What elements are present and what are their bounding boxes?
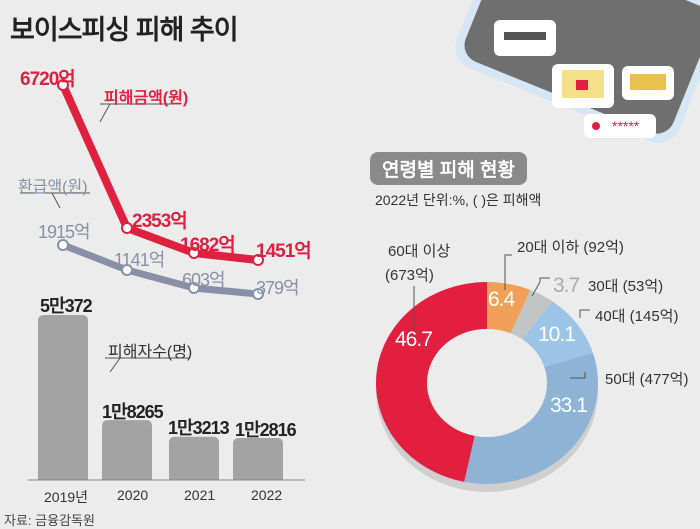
- bar-label-2022: 1만2816: [235, 420, 297, 440]
- money-stack-icon: [622, 66, 674, 100]
- donut-slice: [376, 282, 487, 482]
- donut-subtitle: 2022년 단위:%, ( )은 피해액: [375, 192, 542, 208]
- legend-damage: 피해금액(원): [104, 90, 189, 107]
- refund-label-2022: 379억: [256, 278, 300, 298]
- slice-pct-60s: 46.7: [395, 328, 433, 351]
- slice-label-50s: 50대 (477억): [605, 371, 689, 388]
- damage-line-point: [57, 79, 69, 91]
- slice-label-20s: 20대 이하 (92억): [517, 239, 624, 256]
- damage-label-2021: 1682억: [180, 235, 236, 256]
- leader-line: [579, 309, 590, 318]
- slice-label-60s-amount: (673억): [385, 267, 434, 284]
- legend-victims: 피해자수(명): [108, 344, 193, 361]
- refund-line: [61, 241, 259, 298]
- damage-line-point: [188, 247, 200, 259]
- leader-line: [570, 372, 586, 379]
- refund-line-point: [121, 264, 133, 276]
- x-tick-2021: 2021: [184, 487, 216, 503]
- refund-line-point: [252, 288, 264, 300]
- password-key-icon: *****: [584, 114, 656, 138]
- donut-title: 연령별 피해 현황: [370, 152, 527, 185]
- bar: [38, 315, 88, 480]
- x-tick-2020: 2020: [117, 487, 149, 503]
- bar: [169, 436, 219, 480]
- credit-card-icon: [494, 20, 556, 56]
- slice-pct-30s: 3.7: [553, 274, 580, 297]
- donut-slice: [464, 352, 598, 484]
- damage-line: [59, 83, 259, 264]
- donut-slice: [487, 282, 531, 334]
- svg-text:*****: *****: [612, 118, 640, 134]
- bar-label-2020: 1만8265: [102, 402, 164, 422]
- slice-label-30s: 30대 (53억): [588, 278, 664, 295]
- x-tick-2019: 2019년: [44, 489, 89, 505]
- refund-label-2019: 1915억: [38, 222, 91, 242]
- refund-label-2020: 1141억: [114, 250, 165, 270]
- damage-label-2019: 6720억: [20, 69, 76, 90]
- slice-label-60s: 60대 이상: [388, 243, 451, 260]
- page-title: 보이스피싱 피해 추이: [10, 15, 239, 45]
- donut-slice: [522, 301, 593, 367]
- slice-pct-50s: 33.1: [550, 394, 588, 417]
- source-note: 자료: 금융감독원: [4, 513, 95, 528]
- phone-illustration: *****: [455, 0, 700, 143]
- bar: [233, 438, 283, 480]
- slice-pct-40s: 10.1: [538, 323, 576, 346]
- slice-label-40s: 40대 (145억): [595, 308, 679, 325]
- leader-line: [504, 254, 512, 290]
- donut-slice: [510, 290, 553, 340]
- x-tick-2022: 2022: [251, 487, 283, 503]
- bar: [102, 420, 152, 480]
- damage-label-2022: 1451억: [256, 241, 312, 262]
- donut-hole: [427, 329, 547, 437]
- damage-line-point: [252, 254, 264, 266]
- legend-refund: 환급액(원): [18, 179, 88, 196]
- laptop-lock-icon: [552, 64, 614, 108]
- refund-line-point: [57, 239, 69, 251]
- refund-label-2021: 603억: [182, 270, 226, 290]
- damage-label-2020: 2353억: [132, 211, 188, 232]
- damage-line-point: [121, 222, 133, 234]
- bar-label-2019: 5만372: [40, 296, 93, 316]
- bar-label-2021: 1만3213: [168, 418, 230, 438]
- leader-line: [531, 277, 550, 297]
- slice-pct-20s: 6.4: [488, 288, 515, 311]
- refund-line-point: [188, 282, 200, 294]
